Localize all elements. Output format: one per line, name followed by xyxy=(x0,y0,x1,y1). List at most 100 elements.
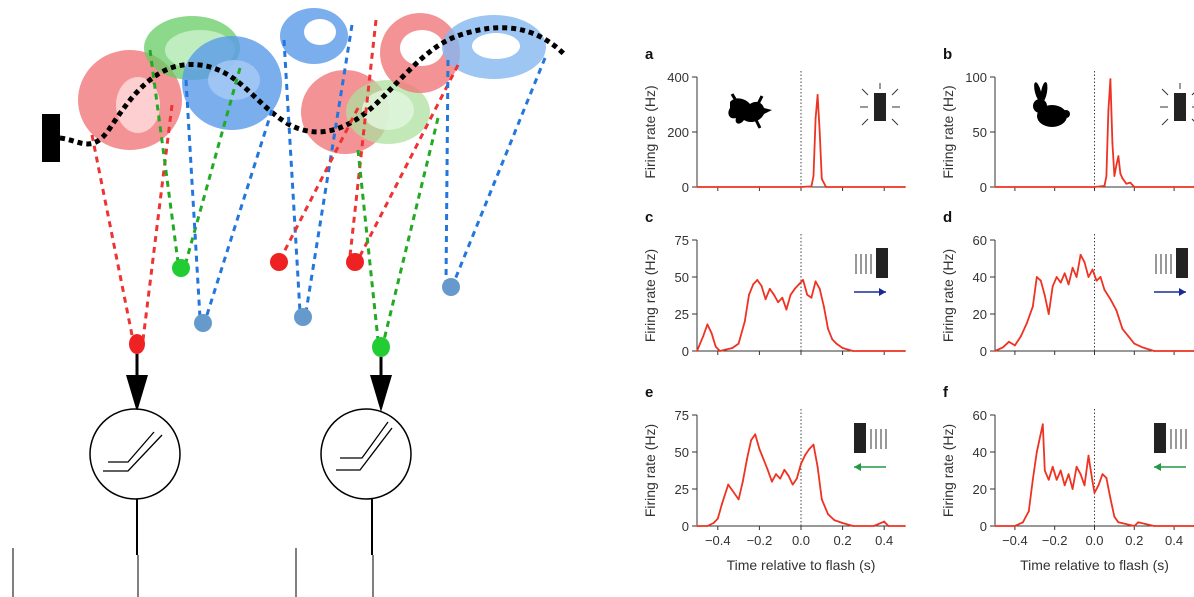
y-tick-label: 25 xyxy=(675,482,689,497)
data-point xyxy=(727,483,730,486)
data-point xyxy=(1051,465,1054,468)
data-point xyxy=(1043,469,1046,472)
y-tick-label: 0 xyxy=(980,344,987,359)
lizard-silhouette-icon xyxy=(728,93,772,129)
data-point xyxy=(714,345,717,348)
bar-shape xyxy=(1154,423,1166,453)
panel-b: b 0 50 100 Firing rate (Hz) xyxy=(940,46,1194,195)
lizard-body xyxy=(728,98,772,124)
data-point xyxy=(1103,185,1106,187)
data-point xyxy=(904,186,906,188)
rabbit-silhouette-icon xyxy=(1033,82,1070,127)
x-axis-label: Time relative to flash (s) xyxy=(727,557,876,573)
y-tick-label: 60 xyxy=(973,408,987,423)
flashing-bar-icon xyxy=(860,83,900,126)
data-point xyxy=(1099,276,1102,278)
data-point xyxy=(1063,272,1066,275)
data-point xyxy=(808,448,811,450)
cell-green xyxy=(372,337,390,357)
data-point xyxy=(1043,294,1046,297)
y-tick-label: 50 xyxy=(675,270,689,285)
data-point xyxy=(812,175,815,177)
conn-red xyxy=(90,134,135,341)
arrow-right-icon xyxy=(1179,288,1186,296)
data-point xyxy=(1091,268,1094,271)
data-point xyxy=(750,439,752,442)
moving-bar-right-icon xyxy=(1154,248,1188,296)
data-point xyxy=(800,186,802,188)
data-point xyxy=(810,185,813,188)
data-point xyxy=(1047,313,1050,315)
panel-d: d 0 20 40 60 Firing rate (Hz) xyxy=(940,209,1194,359)
bar-shape xyxy=(876,248,888,278)
data-point xyxy=(1035,276,1038,278)
data-point xyxy=(770,480,773,483)
data-point xyxy=(783,468,786,471)
x-tick-label: 0.4 xyxy=(1165,533,1183,548)
cell-red xyxy=(270,253,288,271)
data-point xyxy=(1083,261,1086,264)
firing-rate-line xyxy=(995,423,1194,527)
lizard-leg xyxy=(754,119,762,129)
x-tick-label: −0.4 xyxy=(1002,533,1028,548)
threshold-nonlinearity-icon xyxy=(336,427,393,471)
data-point xyxy=(1153,350,1156,352)
data-point xyxy=(1087,454,1090,457)
data-point xyxy=(725,348,728,351)
data-point xyxy=(887,525,890,527)
data-point xyxy=(706,323,709,326)
data-point xyxy=(1121,177,1124,180)
data-point xyxy=(1133,525,1136,527)
flash-ray xyxy=(1161,118,1169,126)
arrow-down-icon xyxy=(370,375,392,412)
data-point xyxy=(1059,469,1062,472)
y-tick-label: 75 xyxy=(675,233,689,248)
panel-e: e 0 25 50 75 −0.4 −0.2 0.0 0.2 0.4 Firing rate (Hz… xyxy=(642,384,906,573)
y-tick-label: 60 xyxy=(973,233,987,248)
data-point xyxy=(833,519,836,521)
data-point xyxy=(743,320,746,323)
data-point xyxy=(1031,305,1034,308)
readout-neuron-1 xyxy=(12,408,181,597)
data-point xyxy=(804,454,807,456)
data-point xyxy=(1059,281,1062,284)
data-point xyxy=(994,350,996,352)
y-tick-label: 20 xyxy=(973,482,987,497)
data-point xyxy=(825,186,827,188)
data-point xyxy=(1113,515,1116,518)
data-point xyxy=(1101,473,1104,476)
data-point xyxy=(1113,175,1116,177)
x-tick-label: −0.2 xyxy=(1042,533,1068,548)
data-point xyxy=(795,477,798,480)
data-point xyxy=(1019,335,1022,338)
data-point xyxy=(1063,484,1066,487)
y-axis-label: Firing rate (Hz) xyxy=(940,249,956,342)
data-point xyxy=(822,305,825,308)
y-axis-label: Firing rate (Hz) xyxy=(642,424,658,517)
data-point xyxy=(716,517,719,520)
receptive-fields xyxy=(78,8,546,154)
data-point xyxy=(775,473,777,476)
data-point xyxy=(827,513,829,516)
data-point xyxy=(800,462,802,465)
conn-blue xyxy=(304,24,354,313)
conn-blue xyxy=(184,79,202,319)
data-point xyxy=(781,296,784,299)
data-point xyxy=(1093,186,1096,188)
flash-ray xyxy=(891,88,899,96)
threshold-nonlinearity-icon xyxy=(103,434,163,472)
receptive-field-schematic xyxy=(12,8,567,597)
rabbit-tail xyxy=(1062,110,1070,118)
panel-letter: c xyxy=(645,209,653,226)
data-point xyxy=(1115,309,1118,312)
x-tick-label: 0.0 xyxy=(792,533,810,548)
data-point xyxy=(696,525,698,527)
data-point xyxy=(1117,521,1120,524)
panel-f: f 0 20 40 60 −0.4 −0.2 0.0 0.2 0.4 Firing rate (Hz… xyxy=(940,384,1194,573)
data-point xyxy=(814,117,817,120)
data-point xyxy=(696,350,698,352)
data-point xyxy=(1067,473,1070,476)
data-point xyxy=(1133,186,1136,188)
y-axis-label: Firing rate (Hz) xyxy=(642,85,658,178)
rf-blue-2 xyxy=(280,8,348,64)
